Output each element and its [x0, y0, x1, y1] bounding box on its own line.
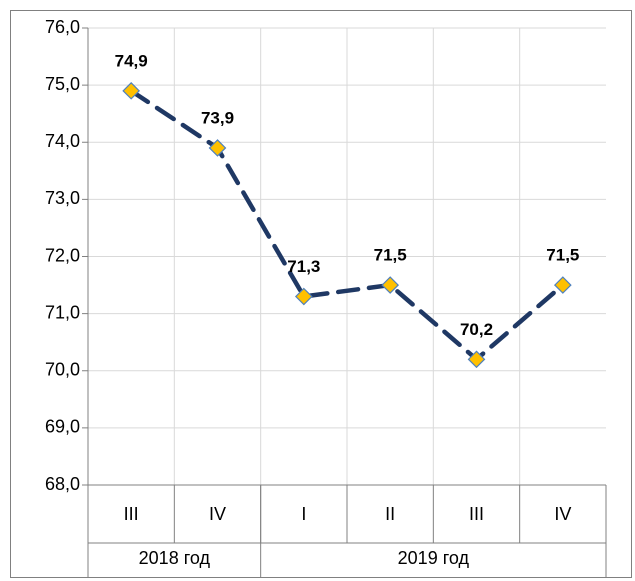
chart-border	[10, 10, 632, 578]
point-marker	[122, 81, 141, 100]
point-marker	[553, 276, 572, 294]
y-tick-label: 76,0	[45, 17, 80, 37]
data-label: 74,9	[115, 51, 148, 70]
y-tick-label: 73,0	[45, 188, 80, 208]
x-tick-label: IV	[554, 504, 571, 524]
data-label: 71,5	[374, 246, 407, 265]
y-tick-label: 72,0	[45, 245, 80, 265]
x-tick-label: II	[385, 504, 395, 524]
line-series	[128, 88, 566, 363]
point-marker	[467, 350, 486, 369]
x-tick-label: I	[301, 504, 306, 524]
x-tick-label: III	[124, 504, 139, 524]
y-tick-label: 71,0	[45, 302, 80, 322]
group-label: 2018 год	[139, 548, 211, 568]
data-label: 71,5	[546, 246, 579, 265]
y-tick-label: 74,0	[45, 131, 80, 151]
y-tick-label: 68,0	[45, 474, 80, 494]
x-tick-label: III	[469, 504, 484, 524]
group-label: 2019 год	[398, 548, 470, 568]
y-tick-label: 69,0	[45, 417, 80, 437]
data-label: 70,2	[460, 320, 493, 339]
y-tick-label: 70,0	[45, 360, 80, 380]
data-label: 71,3	[287, 257, 320, 276]
x-tick-label: IV	[209, 504, 226, 524]
point-marker	[294, 287, 313, 306]
point-marker	[381, 276, 400, 294]
point-marker	[208, 139, 227, 157]
data-label: 73,9	[201, 108, 234, 127]
y-tick-label: 75,0	[45, 74, 80, 94]
